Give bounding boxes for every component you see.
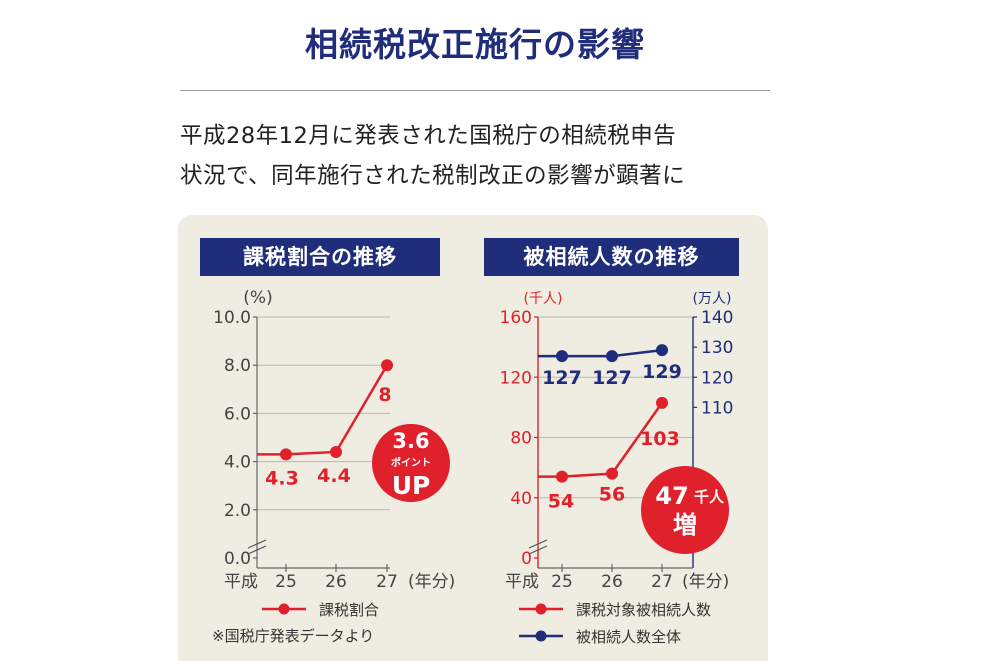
chart1-badge-unit: ポイント [391,456,431,469]
chart2-red-data-point [656,396,668,409]
chart1-note: ※国税庁発表データより [212,627,374,645]
chart2-series-red-line [538,402,664,478]
chart1-y-tick-label: 4.0 [224,453,251,473]
chart2-badge-value: 47 [655,482,688,510]
chart2-red-data-label: 103 [640,428,680,450]
chart1-badge-text: UP [392,471,431,500]
chart1-y-tick-label: 6.0 [224,404,251,424]
chart2-title: 被相続人数の推移 [484,238,739,276]
chart1-series-line [257,364,389,456]
chart2-x-tick-label: 26 [601,572,623,592]
chart1-x-prefix: 平成 [224,572,258,592]
divider [180,90,770,91]
chart2-right-unit-label: (万人) [693,291,732,307]
chart2-navy-data-label: 127 [542,367,582,389]
chart2-left-tick-label: 0 [521,549,532,569]
chart2-left-tick-label: 80 [510,429,532,449]
chart1-axis-break [247,539,267,555]
chart2-left-tick-label: 160 [500,308,532,328]
chart2-left-tick-label: 120 [500,368,532,388]
chart1-data-point [330,445,342,458]
chart2-legend-navy-label: 被相続人数全体 [576,628,681,646]
chart2-x-tick-label: 27 [651,572,673,592]
chart2-navy-data-label: 127 [592,367,632,389]
chart2-navy-data-label: 129 [642,361,682,383]
chart1-data-label: 4.3 [265,467,299,489]
subtitle-line-1: 平成28年12月に発表された国税庁の相続税申告 [180,123,677,149]
chart1-data-point [280,448,292,461]
chart1-data-label: 8 [378,384,391,406]
chart2-right-tick-label: 110 [701,398,733,418]
chart2-red-data-point [606,467,618,480]
chart1-data-point [381,359,393,372]
chart2-right-tick-label: 140 [701,308,733,328]
chart1-title: 課税割合の推移 [200,238,440,276]
chart2-x-tick-label: 25 [551,572,573,592]
chart2-x-prefix: 平成 [505,572,539,592]
chart2-navy-data-point [606,350,618,363]
chart2-legend-navy-marker [535,630,547,642]
chart2-legend-red-label: 課税対象被相続人数 [576,601,711,619]
chart1-y-tick-label: 10.0 [213,308,251,328]
chart2-axis-break [528,539,548,555]
chart1-badge-value: 3.6 [392,429,429,453]
chart1-unit-label: (%) [243,288,272,308]
chart2-series-navy-line [538,348,663,358]
chart2-navy-data-point [656,344,668,357]
chart1-data-label: 4.4 [317,465,351,487]
chart1-y-tick-label: 2.0 [224,501,251,521]
chart2-left-unit-label: (千人) [524,291,563,307]
chart1-y-tick-label: 0.0 [224,549,251,569]
chart1-legend-marker [278,603,290,615]
chart2-red-data-label: 56 [599,484,625,506]
chart2-navy-data-point [556,350,568,363]
chart1-x-tick-label: 26 [325,572,347,592]
chart2-red-data-point [556,470,568,483]
chart2-badge-text: 増 [673,511,697,539]
chart2-left-tick-label: 40 [510,489,532,509]
chart2-right-tick-label: 130 [701,338,733,358]
chart1-x-tick-label: 27 [376,572,398,592]
subtitle-line-2: 状況で、同年施行された税制改正の影響が顕著に [180,163,686,189]
chart2-badge-unit: 千人 [694,488,725,506]
chart1-y-tick-label: 8.0 [224,356,251,376]
chart2-red-data-label: 54 [548,491,574,513]
chart1-x-suffix: (年分) [408,572,455,592]
chart2-x-suffix: (年分) [682,572,729,592]
chart1-x-tick-label: 25 [275,572,297,592]
chart2-legend-red-marker [535,603,547,615]
chart2-badge [641,466,729,554]
page-title: 相続税改正施行の影響 [305,25,645,64]
chart1-badge [372,424,450,502]
chart2-right-tick-label: 120 [701,368,733,388]
chart1-legend-label: 課税割合 [319,601,379,619]
